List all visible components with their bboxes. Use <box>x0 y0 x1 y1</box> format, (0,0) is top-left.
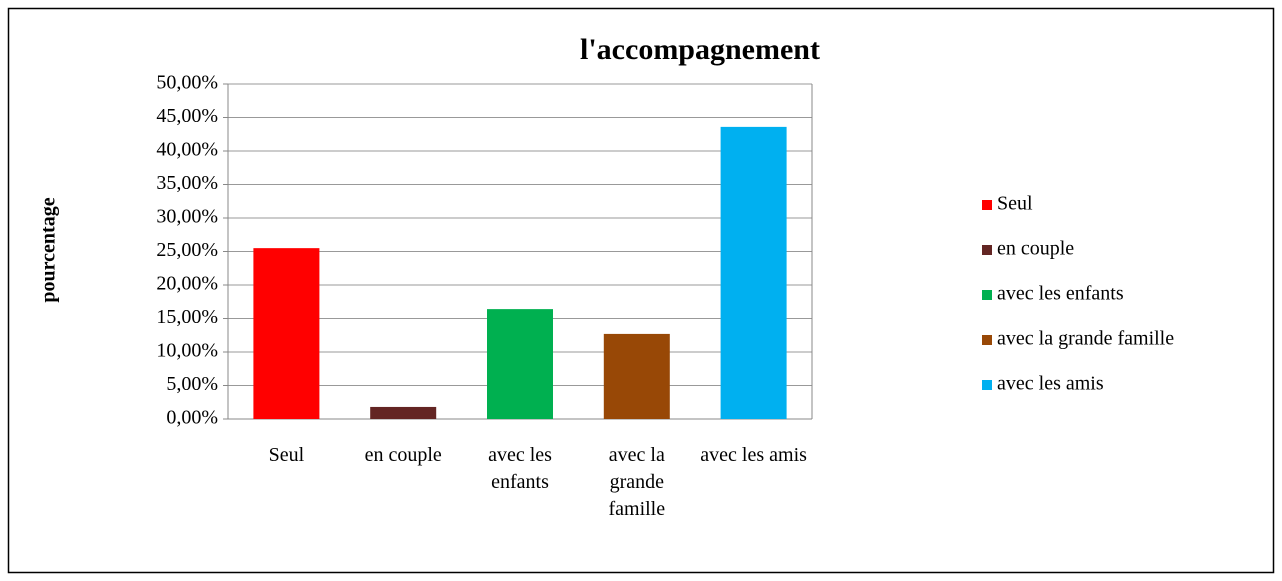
y-tick-label: 50,00% <box>156 72 218 94</box>
bar <box>720 126 787 419</box>
legend-label: en couple <box>997 238 1074 260</box>
legend-label: avec les amis <box>997 373 1104 395</box>
y-tick-label: 5,00% <box>166 373 218 395</box>
y-tick-label: 40,00% <box>156 139 218 161</box>
y-tick-label: 15,00% <box>156 306 218 328</box>
y-tick-label: 45,00% <box>156 105 218 127</box>
legend-label: avec les enfants <box>997 283 1124 305</box>
legend-swatch <box>982 245 992 255</box>
frame <box>7 7 1275 574</box>
x-tick-label: avec les enfants <box>488 444 552 493</box>
bar <box>370 406 437 419</box>
legend-swatch <box>982 335 992 345</box>
legend-label: avec la grande famille <box>997 328 1174 350</box>
bar <box>487 309 553 419</box>
x-tick-label: Seul <box>268 444 305 466</box>
y-axis-label: pourcentage <box>38 197 60 302</box>
y-tick-label: 30,00% <box>156 206 218 228</box>
bar <box>603 333 670 419</box>
x-tick-label: avec les amis <box>700 444 807 466</box>
y-tick-label: 20,00% <box>156 273 218 295</box>
x-tick-label: en couple <box>364 444 442 466</box>
legend-swatch <box>982 290 992 300</box>
chart-title: l'accompagnement <box>580 33 820 66</box>
legend-label: Seul <box>997 193 1033 215</box>
legend-swatch <box>982 200 992 210</box>
legend-swatch <box>982 380 992 390</box>
y-tick-label: 25,00% <box>156 239 218 261</box>
y-tick-label: 0,00% <box>166 407 218 429</box>
bar <box>253 248 320 419</box>
y-tick-label: 35,00% <box>156 172 218 194</box>
x-tick-label: avec la grande famille <box>608 444 666 520</box>
y-tick-label: 10,00% <box>156 340 218 362</box>
